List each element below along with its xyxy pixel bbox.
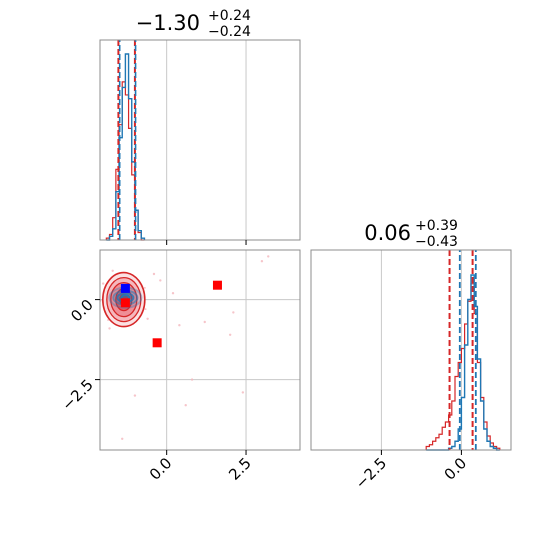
scatter-point [133, 394, 137, 397]
panel-bg [311, 250, 511, 450]
scatter-point [108, 327, 111, 330]
scatter-point [146, 317, 149, 320]
y-tick-label: 0.0 [67, 296, 97, 326]
scatter-point [203, 320, 206, 324]
scatter-point [232, 311, 235, 314]
title-param1: −1.30 [136, 11, 200, 35]
title-param2-sub: −0.43 [415, 234, 458, 250]
x-tick-label: 0.0 [146, 454, 176, 484]
marker-blue [120, 283, 130, 293]
scatter-point [241, 391, 245, 394]
scatter-point [159, 279, 162, 282]
y-tick-label: −2.5 [58, 376, 96, 414]
hist-primary [106, 53, 146, 241]
title-param2: 0.06 [364, 221, 411, 245]
scatter-point [101, 282, 105, 285]
title-param1-sub: −0.24 [208, 24, 251, 40]
scatter-point [107, 319, 109, 321]
scatter-point [228, 333, 232, 336]
scatter-point [121, 437, 124, 440]
scatter-point [184, 404, 187, 407]
scatter-point [260, 260, 264, 263]
scatter-point [267, 255, 270, 258]
histogram-param2: −2.5 0.0 [310, 249, 512, 493]
title-param2-sup: +0.39 [415, 218, 458, 234]
marker-red [120, 298, 130, 308]
x-tick-label: −2.5 [352, 454, 390, 492]
title-param1-sup: +0.24 [208, 8, 251, 24]
scatter-point [111, 269, 114, 272]
scatter-point [143, 287, 146, 289]
x-tick-label: 0.0 [441, 454, 471, 484]
panel-frame [99, 39, 301, 241]
scatter-point [144, 308, 147, 311]
marker-red [212, 280, 222, 290]
scatter-point [171, 292, 175, 295]
panel-frame [310, 249, 512, 451]
scatter-param1-param2: 0.0 2.5 0.0 −2.5 [58, 249, 301, 484]
scatter-point [152, 272, 156, 276]
marker-red [152, 338, 162, 348]
scatter-point [178, 324, 181, 327]
x-tick-label: 2.5 [225, 454, 255, 484]
panel-bg [100, 40, 300, 240]
panel-frame [99, 249, 301, 451]
scatter-point [190, 378, 194, 381]
histogram-param1 [99, 39, 301, 245]
